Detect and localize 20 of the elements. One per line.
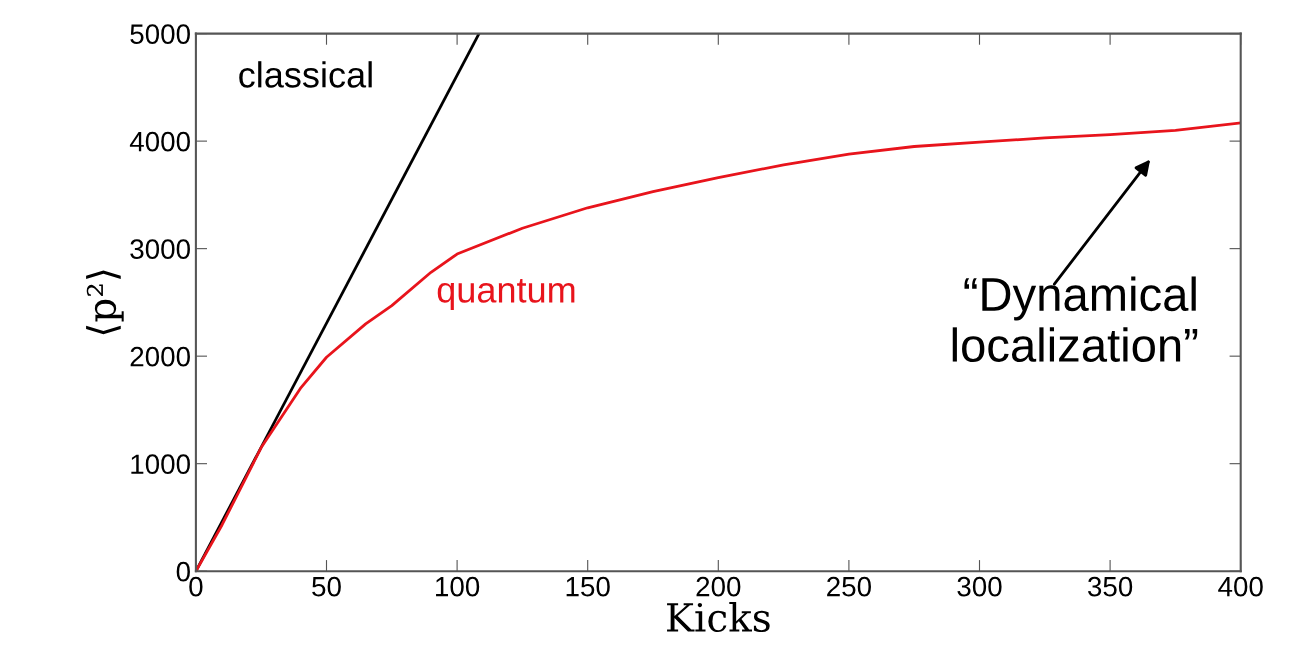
series-label: quantum: [437, 279, 575, 310]
y-tick-label: 5000: [130, 24, 190, 44]
x-axis-title: Kicks: [667, 601, 770, 633]
x-tick-label: 150: [566, 576, 610, 597]
x-tick-label: 300: [957, 576, 1002, 597]
y-tick-label: 2000: [130, 346, 190, 367]
y-tick-label: 1000: [131, 454, 190, 475]
x-tick-label: 100: [436, 576, 480, 597]
y-tick-label: 3000: [130, 239, 190, 259]
x-tick-label: 350: [1087, 576, 1133, 597]
x-tick-label: 0: [189, 576, 203, 597]
x-tick-label: 50: [312, 576, 341, 597]
y-axis-title: ⟨p²⟩: [86, 270, 124, 335]
y-tick-label: 4000: [129, 131, 190, 152]
x-tick-label: 400: [1218, 576, 1263, 597]
y-tick-label: 0: [176, 561, 190, 582]
x-tick-label: 200: [696, 576, 741, 597]
annotation: “Dynamical localization”: [952, 276, 1198, 363]
series-label: classical: [239, 61, 372, 88]
x-tick-label: 250: [827, 576, 871, 597]
